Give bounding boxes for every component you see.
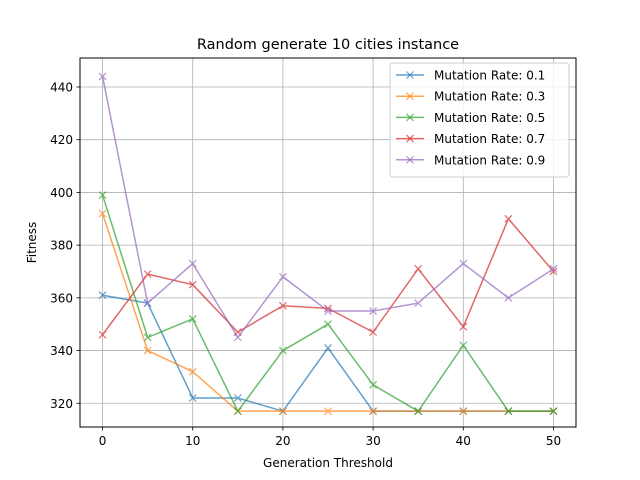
data-point: [504, 293, 513, 302]
chart-title: Random generate 10 cities instance: [197, 37, 459, 53]
y-tick-label: 420: [50, 133, 73, 147]
y-axis-label: Fitness: [25, 222, 39, 264]
legend-marker: [406, 155, 414, 164]
series-5: [98, 72, 558, 342]
series-group: [98, 72, 558, 416]
legend-label: Mutation Rate: 0.1: [434, 69, 545, 83]
data-point: [98, 72, 107, 81]
axes: 0 10 20 30 40 50 320 340 360 380 400 420 440: [50, 80, 561, 448]
legend-label: Mutation Rate: 0.3: [434, 90, 545, 104]
data-point: [233, 407, 242, 416]
plot-frame: [79, 57, 577, 428]
data-point: [549, 267, 558, 276]
data-point: [188, 315, 197, 323]
series-4: [98, 214, 558, 339]
data-point: [233, 394, 242, 402]
data-point: [369, 407, 378, 416]
grid: [80, 58, 576, 427]
data-point: [233, 333, 242, 342]
series-3: [98, 191, 558, 416]
data-point: [549, 264, 558, 273]
y-tick-label: 440: [50, 80, 73, 94]
data-point: [459, 341, 468, 350]
x-tick-label: 30: [365, 434, 380, 448]
data-point: [98, 291, 107, 300]
legend-item: Mutation Rate: 0.3: [396, 90, 545, 104]
data-point: [143, 270, 152, 279]
data-point: [504, 407, 513, 416]
legend-item: Mutation Rate: 0.9: [396, 153, 545, 167]
y-tick-label: 320: [50, 397, 73, 411]
data-point: [143, 333, 152, 342]
x-tick-label: 10: [185, 434, 200, 448]
legend-marker: [406, 71, 414, 79]
data-point: [459, 322, 468, 331]
data-point: [324, 320, 332, 329]
legend-marker: [406, 134, 414, 143]
data-point: [98, 209, 107, 218]
data-point: [278, 301, 287, 310]
data-point: [188, 394, 197, 402]
x-tick-label: 40: [456, 434, 471, 448]
x-tick-label: 0: [99, 434, 107, 448]
data-point: [369, 307, 378, 315]
data-point: [504, 214, 513, 223]
x-tick-label: 20: [275, 434, 290, 448]
x-axis-label: Generation Threshold: [263, 456, 393, 470]
x-tick-label: 50: [546, 434, 561, 448]
y-tick-label: 340: [50, 344, 73, 358]
legend-label: Mutation Rate: 0.7: [434, 132, 545, 146]
data-point: [369, 328, 378, 337]
y-tick-label: 380: [50, 239, 73, 253]
data-point: [188, 280, 197, 289]
legend-label: Mutation Rate: 0.9: [434, 153, 545, 167]
data-point: [459, 407, 468, 416]
data-point: [278, 272, 287, 281]
data-point: [143, 346, 152, 355]
legend-label: Mutation Rate: 0.5: [434, 111, 545, 125]
y-tick-label: 360: [50, 291, 73, 305]
legend-marker: [406, 92, 414, 101]
data-point: [188, 367, 197, 376]
legend-box: [389, 62, 570, 178]
data-point: [188, 259, 197, 268]
data-point: [143, 299, 152, 308]
data-point: [278, 407, 287, 416]
data-point: [98, 191, 107, 199]
legend-marker: [406, 113, 414, 122]
data-point: [98, 330, 107, 339]
legend: Mutation Rate: 0.1 Mutation Rate: 0.3 Muta…: [389, 62, 570, 178]
y-tick-label: 400: [50, 186, 73, 200]
legend-item: Mutation Rate: 0.5: [396, 111, 545, 125]
legend-item: Mutation Rate: 0.7: [396, 132, 545, 146]
data-point: [414, 264, 423, 273]
data-point: [324, 344, 332, 352]
data-point: [324, 407, 332, 416]
data-point: [369, 380, 378, 389]
legend-item: Mutation Rate: 0.1: [396, 69, 545, 83]
data-point: [414, 299, 423, 308]
data-point: [459, 259, 468, 268]
data-point: [414, 407, 423, 416]
data-point: [278, 346, 287, 355]
data-point: [549, 407, 558, 416]
data-point: [324, 307, 332, 315]
